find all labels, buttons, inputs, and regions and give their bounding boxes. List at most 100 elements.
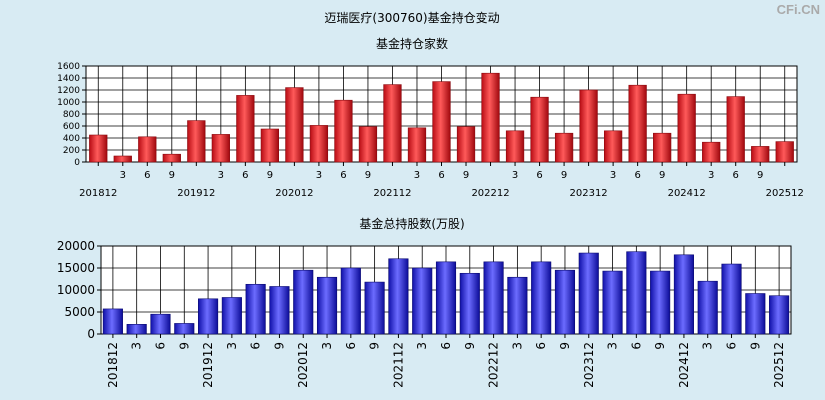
chart1-bar [456,126,476,163]
chart1-ytick-label: 600 [63,122,80,132]
chart2-bar [126,324,147,335]
chart1-bar [285,87,304,163]
chart1-xtick-label: 6 [733,170,739,181]
chart2-bar [697,280,718,335]
chart2-bar [198,298,219,335]
chart2-bars [102,251,790,335]
chart1-xtick-label: 9 [463,170,469,181]
chart1-bar [677,93,696,163]
chart2-xtick-label: 3 [510,342,524,350]
chart1-bar [505,130,525,163]
chart2-xtick-label: 202312 [582,342,596,388]
chart1-bar [187,120,206,163]
chart2-xtick-label: 3 [606,342,620,350]
chart2-ytick-label: 20000 [57,239,95,253]
chart2-ytick-label: 5000 [64,305,95,319]
chart2-bar [316,276,338,335]
chart2-xtick-label: 9 [272,342,286,350]
chart1-ytick-label: 1600 [57,62,80,72]
chart2-xtick-label: 202112 [391,342,405,388]
watermark: CFi.CN [777,2,820,17]
chart1-bar [113,155,132,163]
chart1-ytick-label: 1200 [57,86,80,96]
chart1-xtick-label: 201912 [177,188,215,199]
chart1-bar [726,96,745,163]
chart1-xtick-label: 9 [561,170,567,181]
chart1-ytick-label: 1400 [57,74,80,84]
chart1-bar [383,84,402,163]
chart1-title: 基金持仓家数 [376,36,448,51]
chart1-bar [236,95,255,163]
chart1-ytick-label: 800 [63,110,80,120]
chart1-xtick-label: 9 [267,170,273,181]
chart1-bar [211,134,230,163]
chart1-xtick-label: 202212 [471,188,509,199]
fund-count-chart: 基金持仓家数 0 200 400 600 800 1000 1200 1400 1600 201… [57,36,804,199]
chart1-xtick-label: 9 [757,170,763,181]
chart2-xtick-label: 6 [153,342,167,350]
chart1-bar [358,126,378,163]
chart2-bar [174,323,195,335]
chart1-xtick-label: 6 [340,170,346,181]
chart1-xtick-label: 9 [365,170,371,181]
chart2-bar [673,254,694,335]
chart1-xtick-label: 3 [610,170,616,181]
chart2-xtick-label: 201912 [201,342,215,388]
chart2-bar [721,263,742,335]
chart2-bar [102,308,123,335]
chart2-xtick-label: 9 [558,342,572,350]
chart2-xtick-label: 202212 [487,342,501,388]
chart2-xtick-label: 6 [629,342,643,350]
chart1-xtick-label: 3 [512,170,518,181]
chart1-bar [309,125,329,163]
chart1-xtick-label: 202012 [275,188,313,199]
chart2-bar [602,270,623,335]
chart2-ytick-label: 15000 [57,261,95,275]
chart2-xtick-label: 9 [653,342,667,350]
chart1-bars [89,72,794,163]
chart1-xtick-label: 202512 [766,188,804,199]
chart2-xtick-label: 201812 [106,342,120,388]
chart1-xtick-label: 3 [316,170,322,181]
chart1-xtick-label: 3 [120,170,126,181]
chart2-bar [221,297,242,335]
chart2-bar [245,283,266,335]
chart1-ytick-label: 0 [74,158,80,168]
chart2-ytick-label: 10000 [57,283,95,297]
chart2-xtick-label: 3 [415,342,429,350]
chart2-bar [578,252,599,335]
chart1-xtick-label: 202312 [570,188,608,199]
chart1-xtick-label: 6 [634,170,640,181]
chart1-xtick-label: 201812 [79,188,117,199]
chart2-y-axis: 0 5000 10000 15000 20000 [57,239,101,341]
chart2-xtick-label: 3 [225,342,239,350]
chart1-bar [751,146,770,163]
chart1-bar [554,132,574,163]
chart2-bar [531,261,552,335]
chart2-xtick-label: 3 [130,342,144,350]
chart1-bar [653,132,672,163]
chart1-bar [579,89,598,163]
chart2-x-axis: 201812 3 6 9 201912 3 6 9 202012 3 6 9 202112 3 6 9 2022… [106,334,786,388]
chart2-bar [554,269,576,335]
chart2-bar [507,276,528,335]
chart2-bar [364,281,385,335]
chart2-xtick-label: 202012 [296,342,310,388]
chart1-bar [628,84,647,163]
chart2-bar [483,261,504,335]
chart2-xtick-label: 6 [344,342,358,350]
chart1-bar [775,141,794,163]
chart2-bar [269,286,290,335]
chart2-xtick-label: 6 [249,342,263,350]
page-title: 迈瑞医疗(300760)基金持仓变动 [324,10,499,25]
chart1-ytick-label: 200 [63,146,80,156]
chart2-xtick-label: 202512 [772,342,786,388]
chart2-bar [340,267,361,335]
chart2-xtick-label: 6 [534,342,548,350]
chart1-bar [481,72,500,163]
chart1-bar [334,99,353,163]
chart1-xtick-label: 6 [144,170,150,181]
chart2-xtick-label: 9 [463,342,477,350]
chart2-title: 基金总持股数(万股) [359,216,464,231]
